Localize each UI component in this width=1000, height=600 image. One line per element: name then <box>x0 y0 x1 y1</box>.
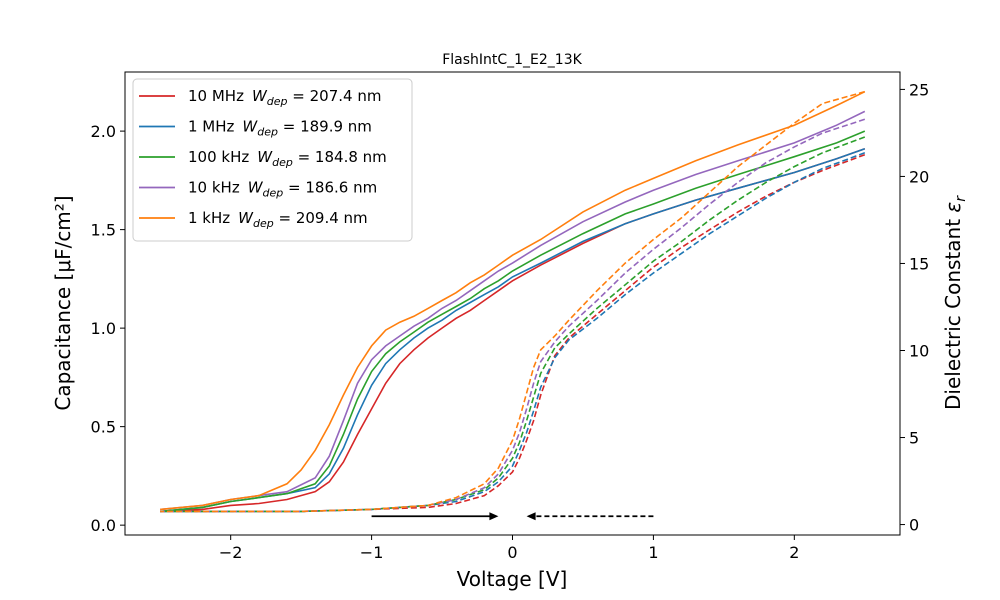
x-axis-label: Voltage [V] <box>457 567 568 591</box>
annotation-arrow-head-solid <box>489 512 499 521</box>
chart-title: FlashIntC_1_E2_13K <box>442 52 582 68</box>
y2-tick-label: 5 <box>909 429 919 448</box>
series-line-reverse-3 <box>160 118 866 513</box>
y-tick-label: 0.0 <box>91 516 116 535</box>
y-tick-label: 0.5 <box>91 418 116 437</box>
series-line-reverse-0 <box>160 153 866 513</box>
series-line-forward-3 <box>160 110 866 511</box>
legend-label: 1 MHz Wdep = 189.9 nm <box>188 118 372 139</box>
legend: 10 MHz Wdep = 207.4 nm 1 MHz Wdep = 189.9 n… <box>132 78 413 242</box>
y2-tick-label: 15 <box>909 254 929 273</box>
legend-label: 1 kHz Wdep = 209.4 nm <box>188 209 368 230</box>
x-tick-label: −1 <box>360 543 384 562</box>
x-tick-label: 2 <box>789 543 799 562</box>
series-line-forward-1 <box>160 148 866 513</box>
series-line-forward-4 <box>160 90 866 511</box>
annotation-layer <box>371 512 654 521</box>
legend-box <box>132 78 413 242</box>
y-axis-left: 0.0 0.5 1.0 1.5 2.0 <box>91 122 125 535</box>
y2-tick-label: 10 <box>909 341 929 360</box>
y2-tick-label: 0 <box>909 516 919 535</box>
y-tick-label: 1.0 <box>91 319 116 338</box>
y-tick-label: 2.0 <box>91 122 116 141</box>
legend-label: 100 kHz Wdep = 184.8 nm <box>188 148 387 169</box>
series-line-forward-2 <box>160 130 866 513</box>
legend-label: 10 MHz Wdep = 207.4 nm <box>188 87 381 108</box>
y-tick-label: 1.5 <box>91 221 116 240</box>
series-line-reverse-4 <box>160 90 866 513</box>
y2-tick-label: 25 <box>909 80 929 99</box>
x-axis: −2 −1 0 1 2 <box>219 535 799 562</box>
legend-label: 10 kHz Wdep = 186.6 nm <box>188 179 377 200</box>
annotation-arrow-head-dashed <box>526 512 536 521</box>
x-tick-label: 0 <box>507 543 517 562</box>
y2-tick-label: 20 <box>909 167 929 186</box>
y2-axis-label-text: Dielectric Constant εr <box>941 195 969 410</box>
x-tick-label: −2 <box>219 543 243 562</box>
series-layer <box>160 90 866 513</box>
y-axis-right: 0 5 10 15 20 25 <box>900 80 929 535</box>
y2-axis-label: Dielectric Constant εr <box>941 195 969 410</box>
x-tick-label: 1 <box>648 543 658 562</box>
y-axis-label: Capacitance [μF/cm²] <box>51 195 75 410</box>
